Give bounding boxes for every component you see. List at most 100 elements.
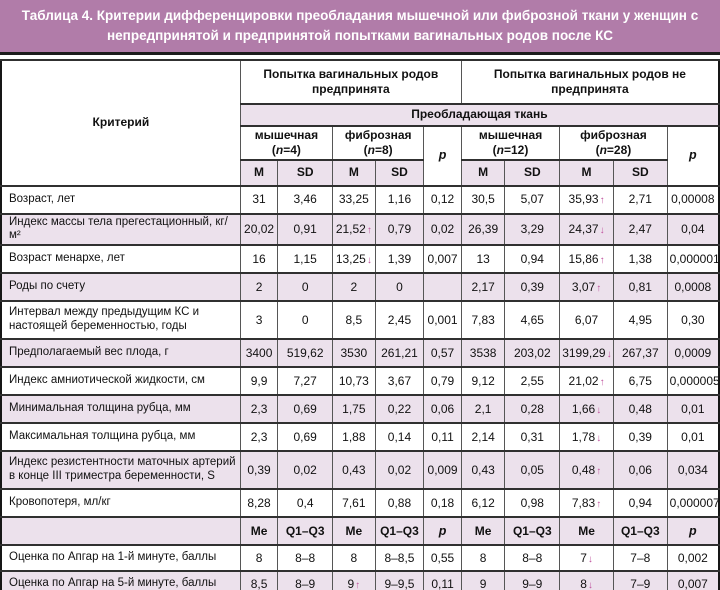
stat-label-m: M <box>332 158 376 187</box>
stat-label-cell: Me <box>239 516 279 547</box>
group-attempted-header: Попытка вагинальных родов предпринята <box>239 58 462 105</box>
value-cell: 0,69 <box>277 422 334 453</box>
stat-label-m: M <box>460 158 506 187</box>
value-cell: 1,38 <box>612 244 668 275</box>
table-row: Индекс амниотической жидкости, см 9,9 7,27… <box>0 366 720 397</box>
value-cell: 0,55 <box>423 544 462 573</box>
table-body: Возраст, лет 31 3,46 33,25 1,16 0,12 30,5 5,07 3… <box>0 184 720 590</box>
value-cell: 203,02 <box>504 338 561 369</box>
value-cell: 261,21 <box>374 338 425 369</box>
value-cell: 0,48 <box>612 394 668 425</box>
value-cell: 2 <box>332 272 376 303</box>
value-cell: 0,0008 <box>666 272 720 303</box>
criterion-cell: Минимальная толщина рубца, мм <box>0 394 241 425</box>
value-cell: 8–9 <box>277 570 334 590</box>
value-cell: 0,57 <box>423 338 462 369</box>
stat-label-m: M <box>239 158 279 187</box>
criterion-cell: Индекс резистентности маточных артерий в… <box>0 450 241 491</box>
value-cell: 0,000001 <box>666 244 720 275</box>
subgroup-fibrous-28-header: фиброзная (n=28) <box>559 124 668 161</box>
value-cell: 0,11 <box>423 570 462 590</box>
criterion-cell: Предполагаемый вес плода, г <box>0 338 241 369</box>
value-cell: 2,17 <box>460 272 506 303</box>
value-cell: 0,02 <box>277 450 334 491</box>
criterion-cell: Возраст, лет <box>0 184 241 215</box>
stat-label-row: M SD M SD M SD M SD <box>1 158 719 187</box>
stat-label-cell: Me <box>460 516 506 547</box>
value-cell: 8–8 <box>504 544 561 573</box>
criterion-cell <box>0 516 241 547</box>
value-cell: 0,94 <box>612 488 668 519</box>
value-cell: 33,25 <box>332 184 376 215</box>
tissue-band-row: Преобладающая ткань <box>1 102 720 127</box>
group-header-row: Критерий Попытка вагинальных родов предп… <box>0 58 720 187</box>
value-cell: 0,002 <box>666 544 720 573</box>
value-cell: 9–9 <box>504 570 561 590</box>
value-cell: 0,43 <box>460 450 506 491</box>
value-cell: 7↓ <box>559 544 614 573</box>
stat-label-sd: SD <box>504 158 561 187</box>
value-cell: 8 <box>460 544 506 573</box>
criterion-cell: Роды по счету <box>0 272 241 303</box>
value-cell: 0,02 <box>423 212 462 247</box>
value-cell: 0,14 <box>374 422 425 453</box>
value-cell: 0,18 <box>423 488 462 519</box>
value-cell: 0,05 <box>504 450 561 491</box>
value-cell <box>423 272 462 303</box>
value-cell: 0,39 <box>504 272 561 303</box>
value-cell: 8,5 <box>332 300 376 341</box>
value-cell: 0,06 <box>612 450 668 491</box>
value-cell: 7,61 <box>332 488 376 519</box>
stat-label-cell: Q1–Q3 <box>612 516 668 547</box>
value-cell: 3,46 <box>277 184 334 215</box>
value-cell: 10,73 <box>332 366 376 397</box>
stat-subheader-row: Me Q1–Q3 Me Q1–Q3 p Me Q1–Q3 Me Q1–Q3 p <box>0 516 720 547</box>
group-not-attempted-header: Попытка вагинальных родов не предпринята <box>460 58 720 105</box>
value-cell: 3 <box>239 300 279 341</box>
stat-label-sd: SD <box>612 158 668 187</box>
value-cell: 2,47 <box>612 212 668 247</box>
value-cell: 3530 <box>332 338 376 369</box>
p-column-header: p <box>423 124 462 187</box>
value-cell: 24,37↓ <box>559 212 614 247</box>
criterion-cell: Максимальная толщина рубца, мм <box>0 422 241 453</box>
value-cell: 6,07 <box>559 300 614 341</box>
value-cell: 0,0009 <box>666 338 720 369</box>
value-cell: 7–8 <box>612 544 668 573</box>
value-cell: 0,91 <box>277 212 334 247</box>
value-cell: 0,28 <box>504 394 561 425</box>
table-row: Кровопотеря, мл/кг 8,28 0,4 7,61 0,88 0,18 6,1… <box>0 488 720 519</box>
value-cell: 0,79 <box>374 212 425 247</box>
table-row: Оценка по Апгар на 5-й минуте, баллы 8,5 8… <box>0 570 720 590</box>
value-cell: 267,37 <box>612 338 668 369</box>
value-cell: 0,4 <box>277 488 334 519</box>
value-cell: 2,3 <box>239 394 279 425</box>
value-cell: 0,48↑ <box>559 450 614 491</box>
value-cell: 0,69 <box>277 394 334 425</box>
value-cell: 31 <box>239 184 279 215</box>
subgroup-muscular-4-header: мышечная (n=4) <box>239 124 334 161</box>
value-cell: 1,16 <box>374 184 425 215</box>
value-cell: 0,81 <box>612 272 668 303</box>
value-cell: 3,67 <box>374 366 425 397</box>
value-cell: 0,01 <box>666 394 720 425</box>
value-cell: 0,000007 <box>666 488 720 519</box>
tissue-band-header: Преобладающая ткань <box>239 102 720 127</box>
value-cell: 15,86↑ <box>559 244 614 275</box>
value-cell: 0,06 <box>423 394 462 425</box>
down-arrow-icon: ↓ <box>587 553 593 565</box>
value-cell: 7,83↑ <box>559 488 614 519</box>
value-cell: 9–9,5 <box>374 570 425 590</box>
table-header: Критерий Попытка вагинальных родов предп… <box>0 58 720 187</box>
value-cell: 2,71 <box>612 184 668 215</box>
table-row: Возраст менархе, лет 16 1,15 13,25↓ 1,39 0,00… <box>0 244 720 275</box>
value-cell: 8–8 <box>277 544 334 573</box>
value-cell: 2,1 <box>460 394 506 425</box>
value-cell: 8 <box>239 544 279 573</box>
value-cell: 3400 <box>239 338 279 369</box>
value-cell: 0,000005 <box>666 366 720 397</box>
value-cell: 16 <box>239 244 279 275</box>
down-arrow-icon: ↓ <box>596 404 602 416</box>
criterion-cell: Интервал между предыдущим КС и настоящей… <box>0 300 241 341</box>
value-cell: 13 <box>460 244 506 275</box>
